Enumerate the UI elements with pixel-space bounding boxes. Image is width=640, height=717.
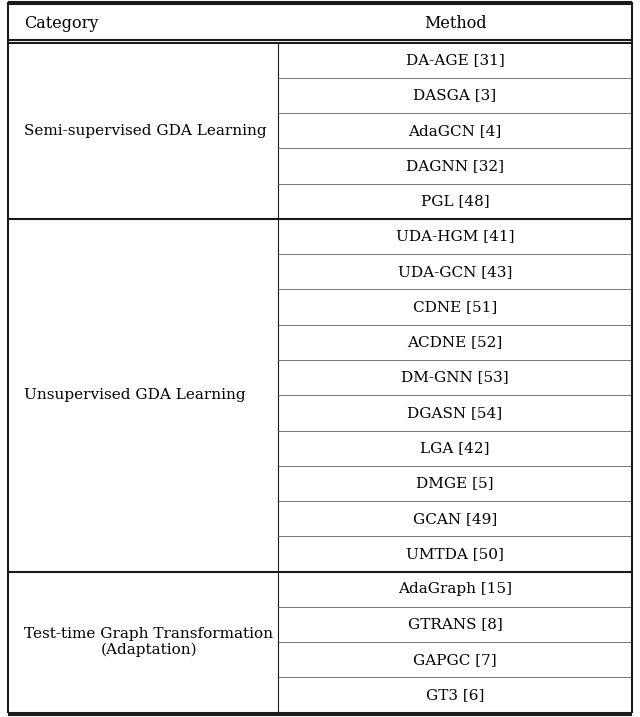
Text: CDNE [51]: CDNE [51] xyxy=(413,300,497,314)
Text: UDA-HGM [41]: UDA-HGM [41] xyxy=(396,229,515,244)
Text: DAGNN [32]: DAGNN [32] xyxy=(406,159,504,173)
Text: UDA-GCN [43]: UDA-GCN [43] xyxy=(398,265,512,279)
Text: ACDNE [52]: ACDNE [52] xyxy=(408,336,502,349)
Text: AdaGCN [4]: AdaGCN [4] xyxy=(408,124,502,138)
Text: AdaGraph [15]: AdaGraph [15] xyxy=(398,582,512,597)
Text: DMGE [5]: DMGE [5] xyxy=(416,476,494,490)
Text: GT3 [6]: GT3 [6] xyxy=(426,688,484,702)
Text: GCAN [49]: GCAN [49] xyxy=(413,512,497,526)
Text: Test-time Graph Transformation
(Adaptation): Test-time Graph Transformation (Adaptati… xyxy=(24,627,273,657)
Text: DA-AGE [31]: DA-AGE [31] xyxy=(406,53,504,67)
Text: Semi-supervised GDA Learning: Semi-supervised GDA Learning xyxy=(24,124,267,138)
Text: Unsupervised GDA Learning: Unsupervised GDA Learning xyxy=(24,388,246,402)
Text: DGASN [54]: DGASN [54] xyxy=(408,406,502,420)
Text: LGA [42]: LGA [42] xyxy=(420,441,490,455)
Text: GAPGC [7]: GAPGC [7] xyxy=(413,652,497,667)
Text: DM-GNN [53]: DM-GNN [53] xyxy=(401,371,509,384)
Text: GTRANS [8]: GTRANS [8] xyxy=(408,617,502,632)
Text: UMTDA [50]: UMTDA [50] xyxy=(406,547,504,561)
Text: Method: Method xyxy=(424,15,486,32)
Text: PGL [48]: PGL [48] xyxy=(420,194,490,208)
Text: Category: Category xyxy=(24,15,99,32)
Text: DASGA [3]: DASGA [3] xyxy=(413,88,497,103)
